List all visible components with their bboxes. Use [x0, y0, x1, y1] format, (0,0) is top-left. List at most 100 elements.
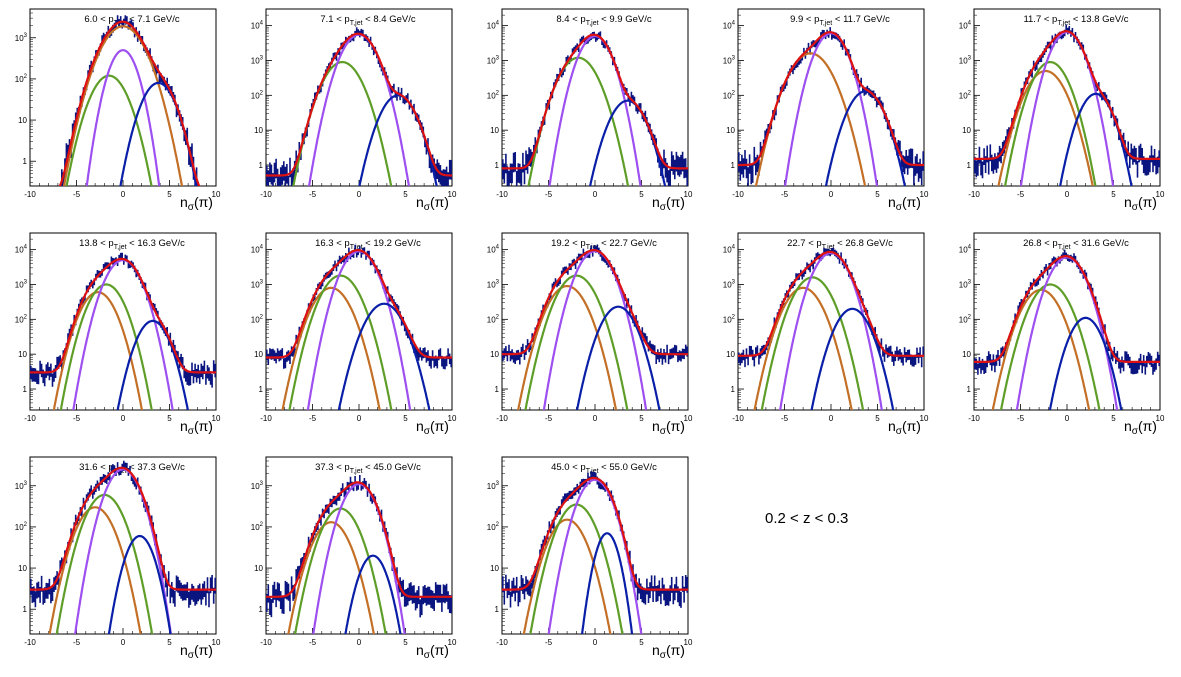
x-tick-label: 0 — [593, 414, 598, 423]
panel-title: 7.1 < pT,jet < 8.4 GeV/c — [320, 14, 415, 27]
panel-10: -10 -5 0 5 10 1 10 102 103 104 26.8 < pT,jet < 31.… — [959, 232, 1165, 437]
x-tick-label: 0 — [357, 638, 362, 647]
x-tick-label: 10 — [920, 414, 929, 423]
proton-fit-curve — [281, 286, 381, 410]
x-axis-title: nσ(π) — [1124, 418, 1157, 437]
total-fit-curve — [266, 481, 452, 598]
proton-fit-curve — [48, 506, 142, 634]
x-axis-title: nσ(π) — [652, 642, 685, 661]
pion-fit-curve — [307, 33, 411, 186]
panel-6: -10 -5 0 5 10 1 10 102 103 104 13.8 < pT,jet < 16.… — [15, 232, 221, 437]
y-tick-label: 103 — [959, 279, 972, 289]
plot-area — [502, 244, 688, 410]
x-tick-label: 10 — [212, 414, 221, 423]
x-tick-label: 10 — [212, 638, 221, 647]
y-tick-label: 1 — [259, 161, 264, 170]
x-tick-label: 10 — [448, 190, 457, 199]
x-axis-title: nσ(π) — [888, 418, 921, 437]
plot-area — [30, 460, 216, 634]
electron-fit-curve — [575, 305, 661, 410]
proton-fit-curve — [753, 286, 853, 410]
electron-fit-curve — [810, 307, 895, 410]
electron-fit-curve — [107, 534, 172, 634]
x-tick-label: 5 — [167, 638, 172, 647]
x-tick-label: -10 — [260, 190, 272, 199]
panel-3: -10 -5 0 5 10 1 10 102 103 104 8.4 < pT,jet < 9.9 … — [487, 8, 693, 213]
x-tick-label: -10 — [260, 414, 272, 423]
x-tick-label: -10 — [732, 190, 744, 199]
panel-13: -10 -5 0 5 10 1 10 102 103 45.0 < pT,jet < 55.0 G… — [487, 456, 693, 661]
proton-fit-curve — [287, 521, 375, 634]
x-tick-label: 5 — [403, 638, 408, 647]
total-fit-curve — [738, 31, 924, 167]
panel-title: 22.7 < pT,jet < 26.8 GeV/c — [787, 238, 893, 251]
x-axis-title: nσ(π) — [416, 642, 449, 661]
pion-fit-curve — [548, 35, 642, 186]
y-tick-label: 10 — [726, 126, 735, 135]
y-tick-label: 10 — [18, 564, 27, 573]
y-tick-label: 102 — [959, 314, 972, 324]
x-axis-title: nσ(π) — [180, 194, 213, 213]
y-tick-label: 103 — [487, 55, 500, 65]
panel-2: -10 -5 0 5 10 1 10 102 103 104 7.1 < pT,jet < 8.4 … — [251, 8, 457, 213]
x-tick-label: 10 — [212, 190, 221, 199]
proton-fit-curve — [997, 69, 1094, 186]
y-tick-label: 102 — [487, 314, 500, 324]
x-tick-label: -5 — [1017, 414, 1025, 423]
pion-fit-curve — [542, 250, 648, 410]
x-tick-label: 5 — [639, 414, 644, 423]
x-tick-label: 5 — [167, 414, 172, 423]
total-fit-curve — [974, 255, 1160, 363]
x-tick-label: 10 — [684, 414, 693, 423]
panel-title: 37.3 < pT,jet < 45.0 GeV/c — [315, 462, 421, 475]
x-tick-label: 5 — [875, 414, 880, 423]
y-tick-label: 1 — [23, 157, 28, 166]
x-tick-label: 5 — [639, 638, 644, 647]
y-tick-label: 10 — [962, 350, 971, 359]
x-tick-label: -10 — [496, 190, 508, 199]
x-tick-label: 0 — [357, 414, 362, 423]
x-tick-label: -5 — [73, 414, 81, 423]
electron-fit-curve — [1048, 316, 1123, 410]
y-tick-label: 1 — [967, 385, 972, 394]
kaon-fit-curve — [65, 74, 153, 186]
x-tick-label: -10 — [496, 414, 508, 423]
y-tick-label: 1 — [259, 605, 264, 614]
panel-4: -10 -5 0 5 10 1 10 102 103 104 9.9 < pT,jet < 11.7… — [723, 8, 929, 213]
x-tick-label: -10 — [24, 414, 36, 423]
x-tick-label: -5 — [309, 638, 317, 647]
electron-fit-curve — [1059, 92, 1133, 186]
panel-title: 8.4 < pT,jet < 9.9 GeV/c — [556, 14, 651, 27]
y-tick-label: 10 — [254, 564, 263, 573]
x-tick-label: 5 — [403, 414, 408, 423]
y-tick-label: 10 — [962, 126, 971, 135]
y-tick-label: 103 — [251, 279, 264, 289]
y-tick-label: 102 — [251, 314, 264, 324]
plot-area — [974, 24, 1160, 186]
x-tick-label: 10 — [920, 190, 929, 199]
total-fit-curve — [502, 476, 688, 591]
x-tick-label: 0 — [829, 414, 834, 423]
y-tick-label: 10 — [726, 350, 735, 359]
x-tick-label: 10 — [1156, 414, 1165, 423]
y-tick-label: 10 — [18, 116, 27, 125]
kaon-fit-curve — [1004, 61, 1097, 186]
pion-fit-curve — [73, 468, 173, 634]
panel-title: 45.0 < pT,jet < 55.0 GeV/c — [551, 462, 657, 475]
x-axis-title: nσ(π) — [652, 194, 685, 213]
plot-area — [266, 244, 452, 410]
y-tick-label: 1 — [23, 385, 28, 394]
x-tick-label: -10 — [24, 190, 36, 199]
panel-title: 16.3 < pT,jet < 19.2 GeV/c — [315, 238, 421, 251]
y-tick-label: 103 — [15, 481, 28, 491]
y-tick-label: 1 — [495, 161, 500, 170]
kaon-fit-curve — [288, 274, 393, 410]
kaon-fit-curve — [524, 274, 629, 410]
x-axis-title: nσ(π) — [416, 418, 449, 437]
y-tick-label: 10 — [254, 126, 263, 135]
y-tick-label: 10 — [490, 126, 499, 135]
x-tick-label: -5 — [1017, 190, 1025, 199]
y-tick-label: 102 — [723, 314, 736, 324]
x-tick-label: -5 — [309, 190, 317, 199]
total-fit-curve — [502, 249, 688, 356]
